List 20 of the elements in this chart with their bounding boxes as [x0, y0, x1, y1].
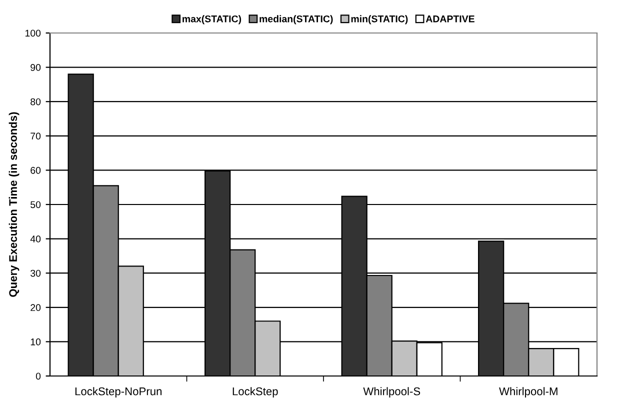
- y-tick-label: 50: [30, 201, 41, 208]
- legend-label: max(STATIC): [182, 15, 242, 24]
- y-tick-label: 60: [30, 166, 41, 174]
- legend-label: ADAPTIVE: [426, 16, 474, 22]
- legend-label: median(STATIC): [260, 15, 333, 24]
- x-tick-label: LockStep: [232, 387, 278, 398]
- y-axis-title: Query Execution Time (in seconds): [8, 112, 20, 297]
- x-tick-label: Whirlpool-S: [363, 387, 420, 398]
- y-tick-label: 70: [30, 132, 41, 140]
- y-tick-label: 10: [30, 338, 41, 346]
- x-tick-label: Whirlpool-M: [499, 387, 558, 398]
- y-tick-label: 0: [36, 372, 41, 380]
- y-tick-label: 90: [30, 64, 41, 71]
- y-tick-label: 100: [25, 30, 41, 37]
- y-tick-label: 30: [30, 270, 41, 277]
- y-tick-label: 80: [30, 98, 41, 106]
- y-tick-label: 20: [30, 304, 41, 312]
- y-tick-label: 40: [30, 236, 41, 242]
- x-tick-label: LockStep-NoPrun: [75, 387, 162, 398]
- legend-label: min(STATIC): [351, 15, 408, 24]
